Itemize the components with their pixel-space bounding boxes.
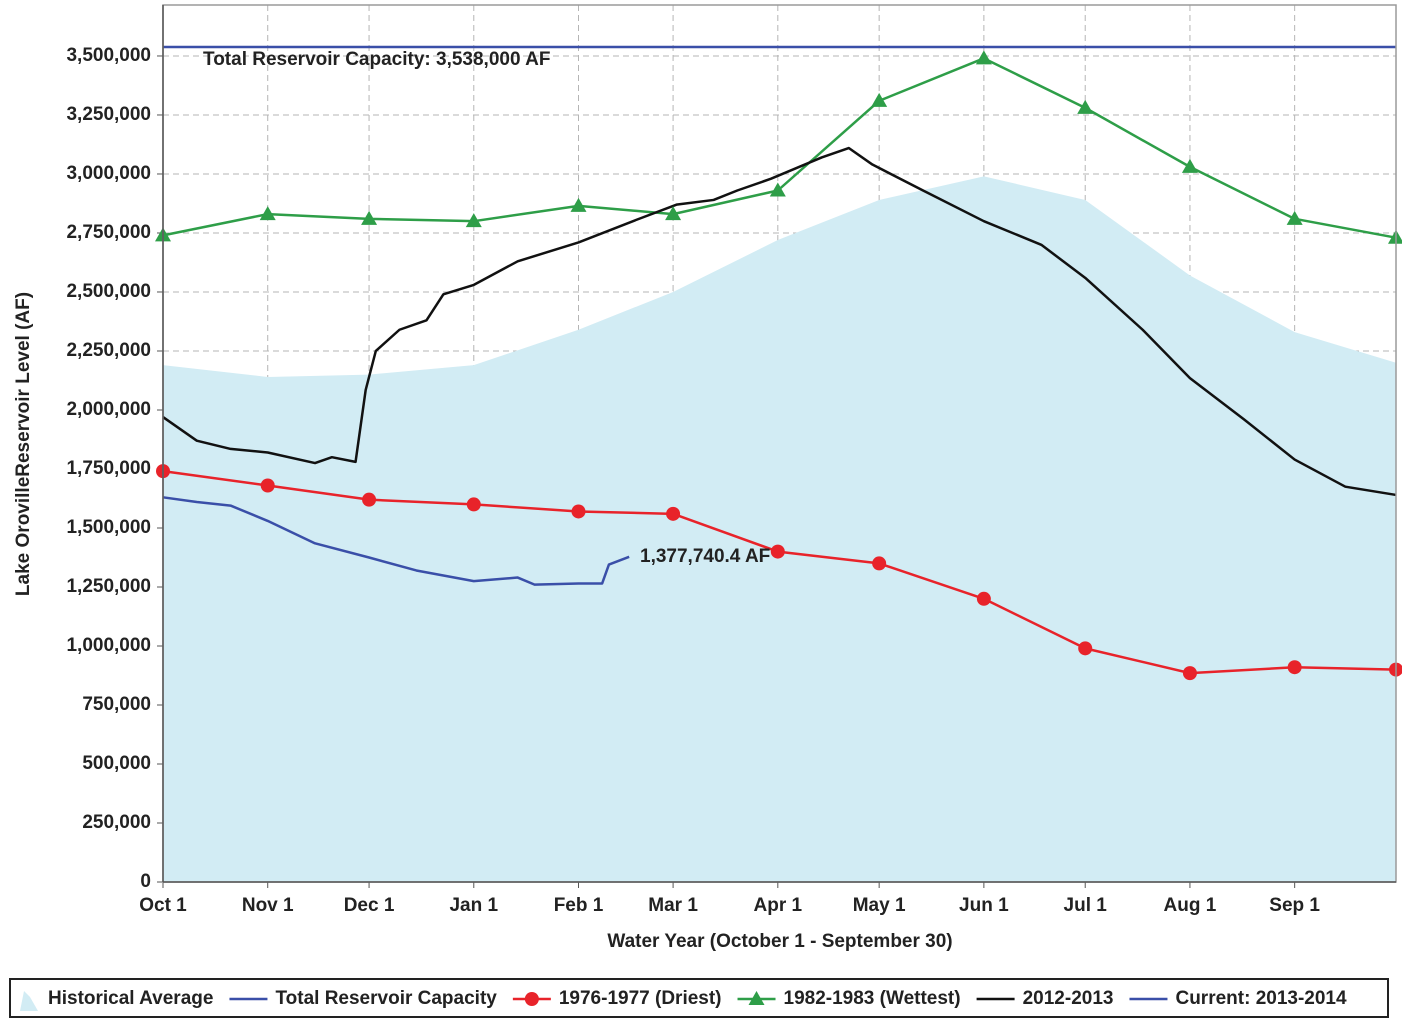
x-axis-title: Water Year (October 1 - September 30) bbox=[607, 931, 952, 952]
marker bbox=[260, 478, 275, 493]
x-tick-label: Sep 1 bbox=[1269, 895, 1320, 916]
line bbox=[162, 146, 1397, 497]
x-tick-label: Dec 1 bbox=[344, 895, 395, 916]
data-layer bbox=[162, 45, 1397, 882]
y-axis-title: Lake OrovilleReservoir Level (AF) bbox=[13, 292, 34, 596]
y-tick-label: 2,250,000 bbox=[66, 340, 151, 361]
marker bbox=[872, 556, 887, 571]
x-tick-label: Oct 1 bbox=[139, 895, 187, 916]
legend: Historical Average Total Reservoir Capaci… bbox=[9, 978, 1389, 1018]
y-tick-label: 500,000 bbox=[82, 753, 151, 774]
y-tick-label: 250,000 bbox=[82, 812, 151, 833]
legend-label: 1976-1977 (Driest) bbox=[559, 988, 722, 1009]
legend-label: 2012-2013 bbox=[1023, 988, 1114, 1009]
x-tick-label: Jul 1 bbox=[1064, 895, 1108, 916]
y-tick-label: 3,500,000 bbox=[66, 45, 151, 66]
y-tick-label: 3,000,000 bbox=[66, 163, 151, 184]
marker bbox=[1388, 229, 1402, 244]
marker bbox=[769, 182, 786, 197]
legend-label: Current: 2013-2014 bbox=[1175, 988, 1347, 1009]
x-tick-label: May 1 bbox=[853, 895, 906, 916]
marker bbox=[361, 210, 378, 225]
legend-label: Total Reservoir Capacity bbox=[275, 988, 497, 1009]
y-tick-label: 1,250,000 bbox=[66, 576, 151, 597]
x-tick-label: Aug 1 bbox=[1164, 895, 1217, 916]
marker bbox=[259, 206, 276, 221]
marker bbox=[1078, 641, 1093, 656]
marker bbox=[1182, 666, 1197, 681]
x-tick-label: Nov 1 bbox=[242, 895, 294, 916]
y-tick-label: 750,000 bbox=[82, 694, 151, 715]
x-tick-label: Feb 1 bbox=[554, 895, 604, 916]
legend-marker bbox=[524, 992, 539, 1006]
x-tick-label: Jun 1 bbox=[959, 895, 1009, 916]
y-tick-label: 1,000,000 bbox=[66, 635, 151, 656]
y-tick-label: 2,000,000 bbox=[66, 399, 151, 420]
area bbox=[163, 176, 1396, 882]
line bbox=[162, 57, 1397, 239]
y-tick-label: 1,750,000 bbox=[66, 458, 151, 479]
x-tick-label: Jan 1 bbox=[449, 895, 498, 916]
x-tick-label: Apr 1 bbox=[754, 895, 803, 916]
line bbox=[162, 496, 630, 586]
annotation: 1,377,740.4 AF bbox=[640, 546, 770, 567]
marker bbox=[770, 544, 785, 559]
marker bbox=[1286, 210, 1303, 225]
marker bbox=[976, 591, 991, 606]
legend-symbol bbox=[20, 991, 38, 1011]
marker bbox=[571, 504, 586, 519]
marker bbox=[570, 197, 587, 212]
legend-marker bbox=[748, 991, 765, 1005]
marker bbox=[466, 497, 481, 512]
marker bbox=[871, 92, 888, 107]
marker bbox=[665, 206, 682, 221]
marker bbox=[975, 50, 992, 65]
annotation: Total Reservoir Capacity: 3,538,000 AF bbox=[203, 49, 550, 70]
y-tick-label: 3,250,000 bbox=[66, 104, 151, 125]
legend-label: 1982-1983 (Wettest) bbox=[784, 988, 961, 1009]
legend-label: Historical Average bbox=[48, 988, 213, 1009]
marker bbox=[362, 492, 377, 507]
marker bbox=[1181, 158, 1198, 173]
y-tick-label: 1,500,000 bbox=[66, 517, 151, 538]
x-tick-label: Mar 1 bbox=[648, 895, 698, 916]
marker bbox=[465, 213, 482, 228]
y-tick-label: 0 bbox=[140, 871, 151, 892]
y-tick-label: 2,750,000 bbox=[66, 222, 151, 243]
marker bbox=[1287, 660, 1302, 675]
marker bbox=[1077, 99, 1094, 114]
y-tick-label: 2,500,000 bbox=[66, 281, 151, 302]
marker bbox=[666, 506, 681, 521]
